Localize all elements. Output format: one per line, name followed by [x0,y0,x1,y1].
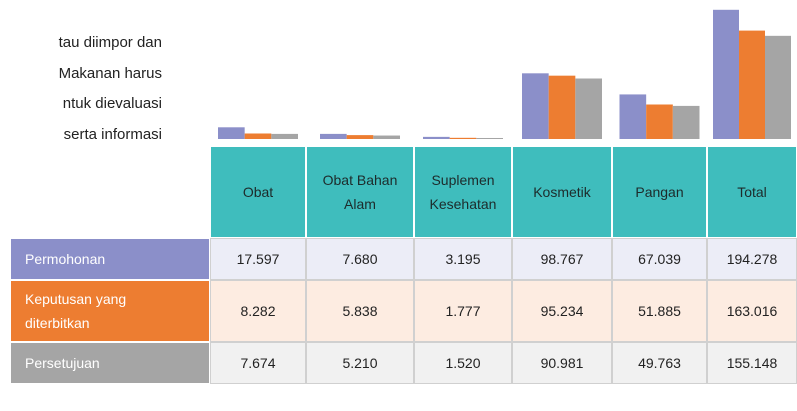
bar [320,133,347,139]
table-cell: 1.777 [414,280,512,342]
bar [449,137,477,139]
table-cell: 8.282 [210,280,306,342]
column-header: Pangan [612,146,707,238]
bar [346,135,374,139]
bar [271,133,298,139]
row-label: Persetujuan [10,342,210,384]
column-header: Obat [210,146,306,238]
bar-chart [218,9,791,139]
table-cell: 5.838 [306,280,414,342]
paragraph-line: Makanan harus [58,64,162,82]
table-cell: 67.039 [612,238,707,280]
bar [522,73,549,139]
column-header: Obat Bahan Alam [306,146,414,238]
table-cell: 5.210 [306,342,414,384]
column-header: Suplemen Kesehatan [414,146,512,238]
table-cell: 95.234 [512,280,612,342]
table-cell: 1.520 [414,342,512,384]
bar [575,78,602,139]
table-cell: 3.195 [414,238,512,280]
table-cell: 51.885 [612,280,707,342]
table-cell: 163.016 [707,280,797,342]
table-cell: 90.981 [512,342,612,384]
bar [218,127,245,139]
bar [672,105,700,139]
table-cell: 17.597 [210,238,306,280]
table-cell: 7.674 [210,342,306,384]
table-cell: 7.680 [306,238,414,280]
bar [646,104,673,139]
bar [373,135,400,139]
bar [244,133,272,139]
paragraph-line: serta informasi [63,125,162,143]
row-label: Keputusan yang diterbitkan [10,280,210,342]
table-cell: 155.148 [707,342,797,384]
column-header: Kosmetik [512,146,612,238]
table-cell: 98.767 [512,238,612,280]
row-label: Permohonan [10,238,210,280]
bar [765,35,791,139]
paragraph-line: ntuk dievaluasi [62,95,162,112]
table-cell: 49.763 [612,342,707,384]
paragraph-line: tau diimpor dan [58,34,162,51]
bar [619,94,647,139]
column-header: Total [707,146,797,238]
bar [713,9,739,139]
table-cell: 194.278 [707,238,797,280]
bar [423,136,450,139]
bar [476,137,503,139]
bar [548,75,576,139]
bar [739,30,765,139]
